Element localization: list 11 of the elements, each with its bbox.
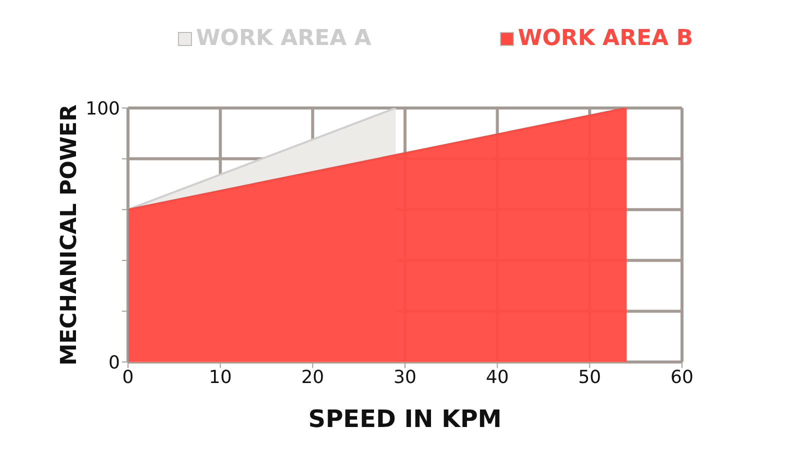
x-tick-label: 20 (301, 366, 324, 388)
x-tick-label: 40 (486, 366, 509, 388)
x-tick-label: 0 (122, 366, 134, 388)
x-axis-title: SPEED IN KPM (308, 405, 502, 433)
x-tick-label: 60 (670, 366, 694, 388)
x-tick-label: 30 (394, 366, 416, 388)
text: WORK AREA B (518, 26, 693, 51)
y-axis-title: MECHANICAL POWER (56, 104, 82, 366)
x-tick-label: 10 (208, 366, 232, 388)
x-tick-label: 50 (578, 366, 602, 388)
y-tick-label: 100 (86, 98, 120, 120)
